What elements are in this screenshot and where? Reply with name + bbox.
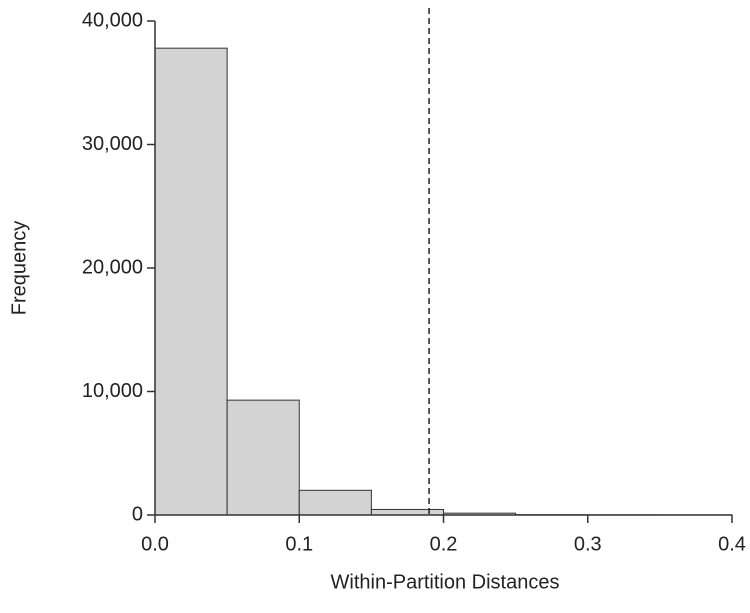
x-tick-label: 0.4 bbox=[718, 533, 746, 555]
y-tick-label: 0 bbox=[132, 503, 143, 525]
bar bbox=[155, 48, 227, 515]
x-tick-label: 0.2 bbox=[430, 533, 458, 555]
y-tick-label: 20,000 bbox=[82, 256, 143, 278]
x-axis-label: Within-Partition Distances bbox=[331, 571, 560, 593]
y-tick-label: 30,000 bbox=[82, 133, 143, 155]
bar bbox=[299, 490, 371, 515]
bar bbox=[227, 400, 299, 515]
y-tick-label: 40,000 bbox=[82, 9, 143, 31]
x-tick-label: 0.0 bbox=[141, 533, 169, 555]
bar bbox=[371, 509, 443, 515]
x-tick-label: 0.1 bbox=[285, 533, 313, 555]
y-tick-label: 10,000 bbox=[82, 380, 143, 402]
x-tick-label: 0.3 bbox=[574, 533, 602, 555]
y-axis-label: Frequency bbox=[8, 221, 30, 316]
